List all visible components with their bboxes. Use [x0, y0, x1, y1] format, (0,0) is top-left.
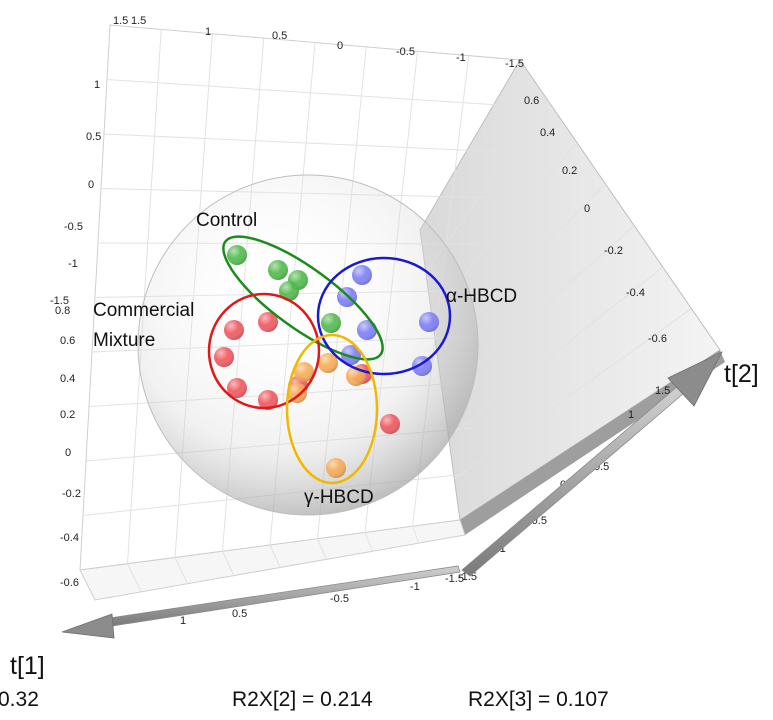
tick-label: -0.2: [62, 488, 81, 500]
tick-label: -1.5: [505, 58, 524, 70]
t1-axis-label: t[1]: [10, 652, 45, 680]
alpha-hbcd-group-ellipse: [316, 256, 452, 376]
tick-label: 0: [337, 40, 343, 52]
grid-line: [103, 133, 509, 153]
tick-label: 0.5: [272, 30, 287, 42]
data-point-shading: [341, 345, 361, 365]
data-point-shading: [294, 362, 314, 382]
data-point-shading: [419, 312, 439, 332]
tick-label: 0.6: [60, 335, 75, 347]
floor-wall: [79, 519, 466, 601]
t1-tick-labels: 0.8 0.6 0.4 0.2 0 -0.2 -0.4 -0.6: [55, 305, 81, 589]
data-point-shading: [258, 390, 278, 410]
grid-line: [174, 557, 188, 584]
tick-label: 0.8: [55, 305, 70, 317]
data-point-shading: [258, 312, 278, 332]
grid-line: [269, 544, 281, 568]
r2x-3-label: R2X[3] = 0.107: [468, 688, 609, 711]
tick-label: -1.5: [445, 573, 464, 585]
data-point-shading: [318, 353, 338, 373]
right-wall-edge: [460, 350, 725, 535]
group-label-control: Control: [196, 210, 257, 231]
data-point-shading: [268, 260, 288, 280]
t2-axis-label: t[2]: [724, 360, 759, 388]
tick-label: 0.2: [562, 165, 577, 177]
tick-label: 1: [205, 26, 211, 38]
t2-axis-arrow: [461, 351, 723, 577]
tick-label: 1: [180, 615, 186, 627]
tick-label: -1: [410, 581, 420, 593]
data-point-shading: [227, 378, 247, 398]
tick-label: 1.5: [131, 15, 146, 27]
t1-axis-arrow: [61, 565, 461, 639]
grid-line: [453, 308, 692, 479]
grid-line: [412, 526, 420, 544]
tick-label: 1: [94, 79, 100, 91]
data-point-shading: [227, 245, 247, 265]
group-label-alpha-hbcd: α-HBCD: [446, 286, 517, 307]
commercial-mixture-group-ellipse: [207, 292, 321, 410]
group-label-commercial: Commercial: [93, 300, 194, 321]
data-point-shading: [357, 320, 377, 340]
grid-line: [448, 266, 664, 438]
grid-line: [106, 79, 515, 107]
data-point-shading: [224, 320, 244, 340]
tick-label: -0.6: [60, 577, 79, 589]
tick-label: -1: [456, 52, 466, 64]
control-group-ellipse: [222, 235, 384, 361]
grid-line: [425, 101, 549, 272]
data-point-shading: [287, 383, 307, 403]
group-label-gamma-hbcd: γ-HBCD: [304, 487, 374, 508]
tick-label: -0.4: [60, 532, 79, 544]
data-point-shading: [321, 313, 341, 333]
tick-label: -0.4: [626, 287, 645, 299]
tick-label: 0.5: [86, 131, 101, 143]
r2x-1-label: 0.32: [0, 688, 39, 711]
left-tick-labels: 1 0.5 0 -0.5 -1 -1.5: [50, 79, 101, 307]
data-point-shading: [380, 414, 400, 434]
grid-line: [127, 563, 142, 593]
data-point-shading: [352, 265, 372, 285]
tick-label: 0.2: [60, 409, 75, 421]
tick-label: 0.4: [60, 373, 75, 385]
gamma-hbcd-group-ellipse: [285, 333, 379, 485]
tick-label: 1.5: [113, 15, 128, 27]
tick-label: -1.5: [50, 295, 69, 307]
data-point-shading: [326, 458, 346, 478]
tick-label: -0.5: [330, 593, 349, 605]
bottom-tick-labels: -1.5 -1 -0.5 0.5 1: [180, 573, 464, 627]
grid-line: [222, 551, 235, 576]
tick-label: -1: [68, 258, 78, 270]
tick-label: 0.5: [232, 608, 247, 620]
tick-label: -0.5: [64, 221, 83, 233]
group-label-mixture: Mixture: [93, 330, 155, 351]
tick-label: 0: [584, 203, 590, 215]
data-point-shading: [279, 281, 299, 301]
tick-label: 0: [88, 179, 94, 191]
t2-tick-labels: 0.6 0.4 0.2 0 -0.2 -0.4 -0.6: [524, 95, 667, 345]
grid-line: [364, 532, 373, 552]
tick-label: -0.5: [396, 46, 415, 58]
data-point-shading: [214, 347, 234, 367]
tick-label: 0.4: [540, 127, 555, 139]
r2x-2-label: R2X[2] = 0.214: [232, 688, 373, 711]
tick-label: 0: [65, 447, 71, 459]
tick-label: 1.5: [655, 385, 670, 397]
tick-label: 0.6: [524, 95, 539, 107]
top-tick-labels: 1.5 1.5 1 0.5 0 -0.5 -1 -1.5: [113, 15, 524, 70]
tick-label: 1: [628, 409, 634, 421]
pca-3d-score-plot: 1.5 1.5 1 0.5 0 -0.5 -1 -1.5 1 0.5 0 -0.…: [10, 15, 759, 680]
tick-label: -0.6: [648, 333, 667, 345]
tick-label: -0.2: [604, 245, 623, 257]
grid-line: [317, 538, 327, 560]
